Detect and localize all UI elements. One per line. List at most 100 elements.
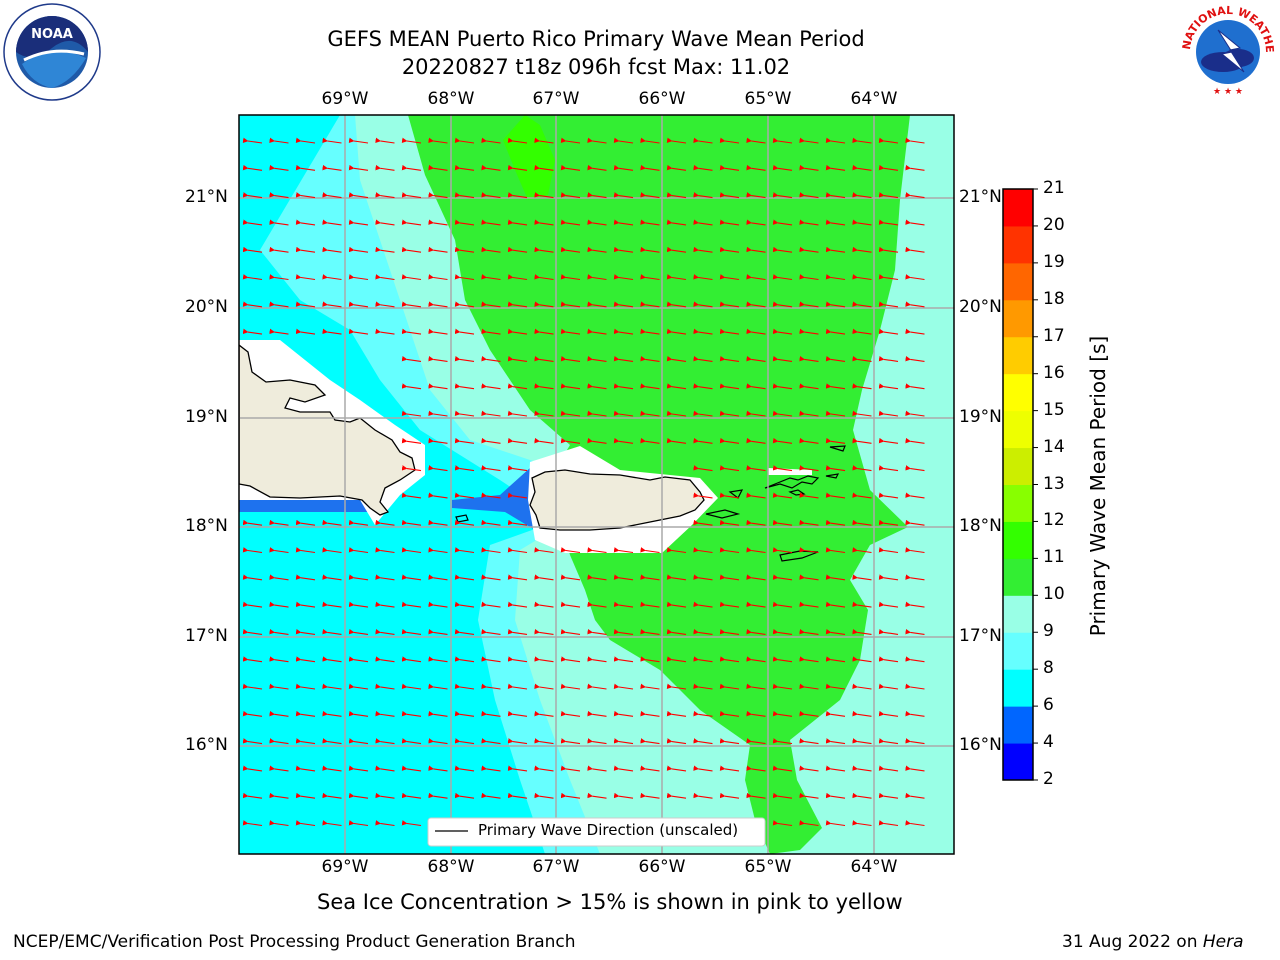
wave-arrow: [587, 792, 607, 799]
wave-arrow: [242, 137, 263, 144]
wave-arrow: [507, 683, 528, 690]
wave-arrow: [560, 710, 581, 717]
wave-arrow: [428, 628, 448, 635]
wave-arrow: [719, 274, 740, 281]
wave-arrow: [428, 465, 448, 472]
wave-arrow: [693, 328, 713, 335]
wave-arrow: [375, 656, 395, 663]
wave-arrow: [322, 137, 342, 144]
wave-arrow: [587, 328, 607, 335]
wave-arrow: [322, 219, 342, 226]
wave-arrow: [454, 519, 475, 526]
wave-arrow: [799, 656, 819, 663]
wave-arrow: [481, 710, 501, 717]
wave-arrow: [799, 492, 819, 499]
wave-arrow: [428, 410, 448, 417]
wave-arrow: [878, 219, 899, 226]
wave-arrow: [295, 710, 316, 717]
wave-arrow: [428, 192, 448, 199]
wave-arrow: [772, 765, 793, 772]
wave-arrow: [348, 192, 369, 199]
wave-arrow: [242, 547, 263, 554]
wave-arrow: [481, 410, 501, 417]
wave-arrow: [640, 301, 660, 308]
wave-arrow: [560, 628, 581, 635]
wave-arrow: [375, 820, 395, 827]
wave-arrow: [507, 437, 528, 444]
wave-arrow: [746, 519, 766, 526]
wave-arrow: [693, 519, 713, 526]
wave-arrow: [348, 246, 369, 253]
wave-arrow: [269, 301, 289, 308]
wave-arrow: [852, 164, 872, 171]
wave-arrow: [693, 355, 713, 362]
wave-arrow: [242, 219, 263, 226]
colorbar-label: Primary Wave Mean Period [s]: [1086, 335, 1110, 637]
wave-arrow: [640, 792, 660, 799]
map-gridlines: [239, 115, 954, 854]
wave-arrow: [746, 738, 766, 745]
wave-arrow: [534, 219, 554, 226]
wave-arrow: [905, 683, 925, 690]
wave-arrow: [375, 547, 395, 554]
wave-arrow: [666, 765, 687, 772]
nws-logo: NATIONAL WEATHER SERVICE ★ ★ ★: [1178, 2, 1276, 100]
wave-arrow: [719, 547, 740, 554]
wave-arrow: [269, 219, 289, 226]
wave-arrow: [746, 710, 766, 717]
wave-arrow: [348, 710, 369, 717]
wave-arrow: [799, 137, 819, 144]
wave-arrow: [613, 301, 634, 308]
wave-arrow: [746, 274, 766, 281]
wave-arrow: [428, 710, 448, 717]
wave-arrow: [269, 820, 289, 827]
wave-arrow: [348, 274, 369, 281]
wave-arrow: [613, 765, 634, 772]
wave-arrow: [295, 792, 316, 799]
wave-arrow: [375, 328, 395, 335]
wave-arrow: [534, 137, 554, 144]
wave-arrow: [878, 547, 899, 554]
wave-arrow: [322, 765, 342, 772]
wave-arrow: [428, 547, 448, 554]
wave-arrow: [746, 301, 766, 308]
wave-arrow: [481, 328, 501, 335]
wave-arrow: [481, 519, 501, 526]
wave-arrow: [693, 301, 713, 308]
wave-arrow: [428, 683, 448, 690]
wave-arrow: [507, 792, 528, 799]
wave-arrow: [560, 792, 581, 799]
wave-arrow: [295, 328, 316, 335]
wave-arrow: [852, 301, 872, 308]
colorbar-tick-label-15: 20: [1043, 214, 1065, 235]
wave-arrow: [428, 164, 448, 171]
wave-arrow: [401, 710, 422, 717]
wave-arrow: [401, 328, 422, 335]
wave-arrow: [428, 519, 448, 526]
wave-arrow: [507, 219, 528, 226]
wave-arrow: [852, 437, 872, 444]
wave-arrow: [746, 383, 766, 390]
wave-arrow: [613, 574, 634, 581]
wave-arrow: [295, 601, 316, 608]
wave-arrow: [878, 656, 899, 663]
wave-arrow: [242, 765, 263, 772]
wave-arrow: [772, 246, 793, 253]
wave-arrow: [428, 574, 448, 581]
wave-arrow: [825, 192, 846, 199]
wave-arrow: [322, 601, 342, 608]
wave-arrow: [560, 301, 581, 308]
wave-arrow: [799, 274, 819, 281]
wave-arrow: [534, 765, 554, 772]
legend-label: Primary Wave Direction (unscaled): [478, 821, 739, 839]
wave-arrow: [428, 765, 448, 772]
wave-arrow: [666, 355, 687, 362]
wave-arrow: [322, 656, 342, 663]
wave-arrow: [454, 137, 475, 144]
wave-arrow: [242, 820, 263, 827]
wave-arrow: [269, 164, 289, 171]
wave-arrow: [640, 547, 660, 554]
wave-arrow: [666, 437, 687, 444]
lat-right-label-4: 17°N: [959, 626, 1002, 646]
